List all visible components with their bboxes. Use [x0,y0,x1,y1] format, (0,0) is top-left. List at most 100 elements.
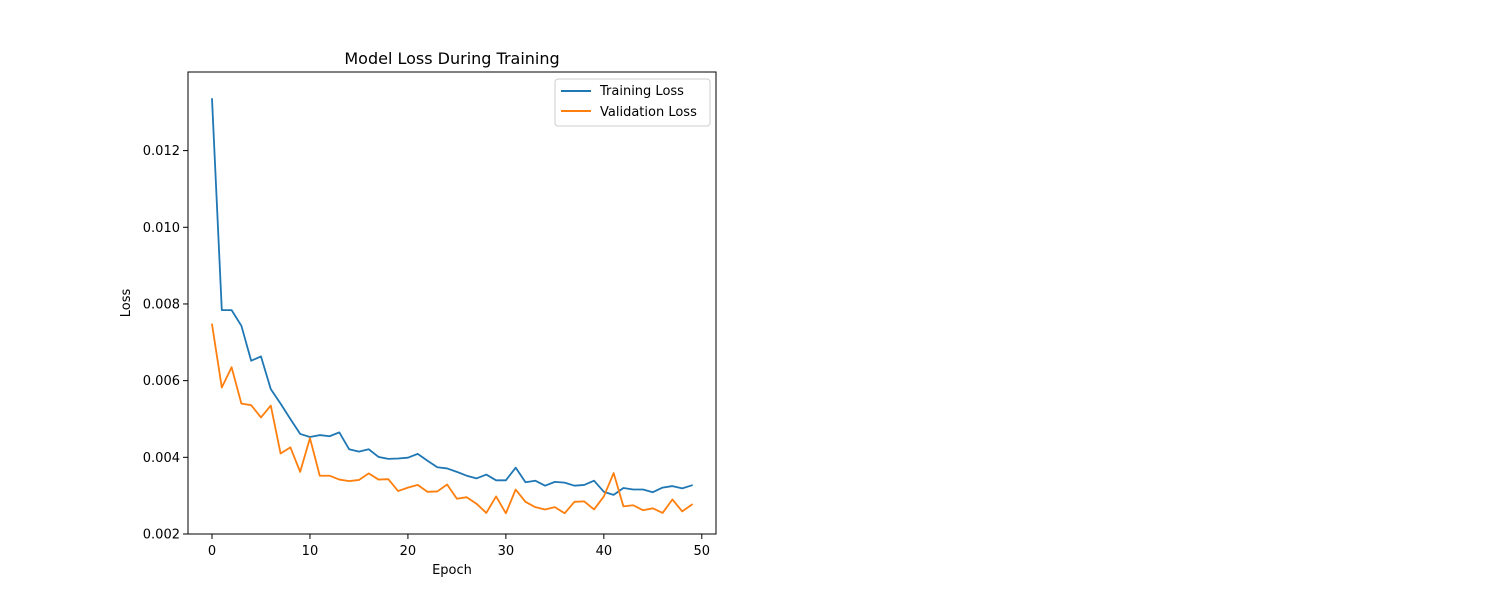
series-layer [211,97,693,515]
data-point-training-loss [368,448,370,450]
data-point-training-loss [279,402,281,404]
data-point-training-loss [377,456,379,458]
data-point-validation-loss [260,416,262,418]
data-point-validation-loss [671,498,673,500]
data-point-training-loss [417,453,419,455]
data-point-validation-loss [338,478,340,480]
data-point-validation-loss [348,480,350,482]
data-point-validation-loss [279,452,281,454]
data-point-training-loss [691,484,693,486]
data-point-training-loss [397,457,399,459]
data-point-training-loss [250,360,252,362]
data-point-validation-loss [328,475,330,477]
data-point-validation-loss [377,478,379,480]
data-point-validation-loss [426,491,428,493]
x-tick-label: 50 [694,544,711,559]
data-point-training-loss [573,484,575,486]
data-point-training-loss [328,435,330,437]
data-point-validation-loss [573,501,575,503]
data-point-training-loss [465,475,467,477]
series-line-training-loss [211,97,693,496]
data-point-validation-loss [417,484,419,486]
x-tick-label: 0 [208,544,216,559]
data-point-validation-loss [465,496,467,498]
data-point-validation-loss [221,386,223,388]
data-point-validation-loss [309,437,311,439]
data-point-training-loss [475,477,477,479]
data-point-validation-loss [250,404,252,406]
data-point-validation-loss [407,486,409,488]
data-point-training-loss [260,355,262,357]
data-point-training-loss [358,450,360,452]
data-point-training-loss [407,457,409,459]
data-point-validation-loss [563,512,565,514]
y-tick-label: 0.002 [143,528,180,543]
data-point-validation-loss [524,501,526,503]
data-point-validation-loss [603,495,605,497]
plot-area [188,72,716,534]
data-point-validation-loss [544,508,546,510]
data-point-training-loss [642,488,644,490]
data-point-training-loss [230,309,232,311]
data-point-training-loss [211,98,213,100]
legend: Training Loss Validation Loss [554,78,711,127]
x-tick-label: 40 [596,544,613,559]
data-point-validation-loss [436,490,438,492]
plot-frame [187,71,717,535]
data-point-training-loss [671,485,673,487]
data-point-training-loss [270,388,272,390]
x-tick-label: 20 [400,544,417,559]
data-point-training-loss [681,487,683,489]
data-point-validation-loss [612,472,614,474]
data-point-training-loss [505,479,507,481]
data-point-validation-loss [289,446,291,448]
data-point-training-loss [289,418,291,420]
data-point-validation-loss [358,479,360,481]
y-tick-label: 0.012 [143,144,180,159]
data-point-training-loss [612,494,614,496]
legend-box [554,78,711,127]
data-point-training-loss [348,448,350,450]
data-point-training-loss [544,484,546,486]
data-point-validation-loss [446,483,448,485]
data-point-validation-loss [240,402,242,404]
data-point-training-loss [495,479,497,481]
y-tick-label: 0.008 [143,297,180,312]
data-point-training-loss [221,309,223,311]
data-point-validation-loss [319,475,321,477]
data-point-validation-loss [554,506,556,508]
data-point-validation-loss [270,404,272,406]
data-point-validation-loss [495,495,497,497]
legend-label-validation-loss: Validation Loss [600,105,697,120]
data-point-validation-loss [368,472,370,474]
data-point-validation-loss [593,508,595,510]
y-axis-label: Loss [119,289,134,318]
data-point-validation-loss [681,510,683,512]
series-line-validation-loss [211,323,693,515]
data-point-training-loss [534,480,536,482]
data-point-validation-loss [505,512,507,514]
y-tick-label: 0.010 [143,221,180,236]
data-point-training-loss [514,466,516,468]
data-point-training-loss [583,484,585,486]
y-tick-label: 0.004 [143,451,180,466]
data-point-training-loss [524,481,526,483]
data-point-validation-loss [514,488,516,490]
data-point-training-loss [652,491,654,493]
data-point-training-loss [563,481,565,483]
legend-label-training-loss: Training Loss [599,84,684,99]
data-point-training-loss [554,481,556,483]
data-point-training-loss [436,466,438,468]
data-point-validation-loss [456,498,458,500]
x-tick-label: 30 [498,544,515,559]
data-point-validation-loss [691,503,693,505]
y-axis-ticks: 0.002 0.004 0.006 0.008 0.010 0.012 [143,144,188,543]
data-point-validation-loss [299,471,301,473]
x-axis-ticks: 0 10 20 30 40 50 [208,534,710,559]
data-point-validation-loss [397,490,399,492]
data-point-training-loss [446,467,448,469]
data-point-training-loss [485,473,487,475]
data-point-training-loss [593,480,595,482]
chart-title: Model Loss During Training [344,49,559,68]
